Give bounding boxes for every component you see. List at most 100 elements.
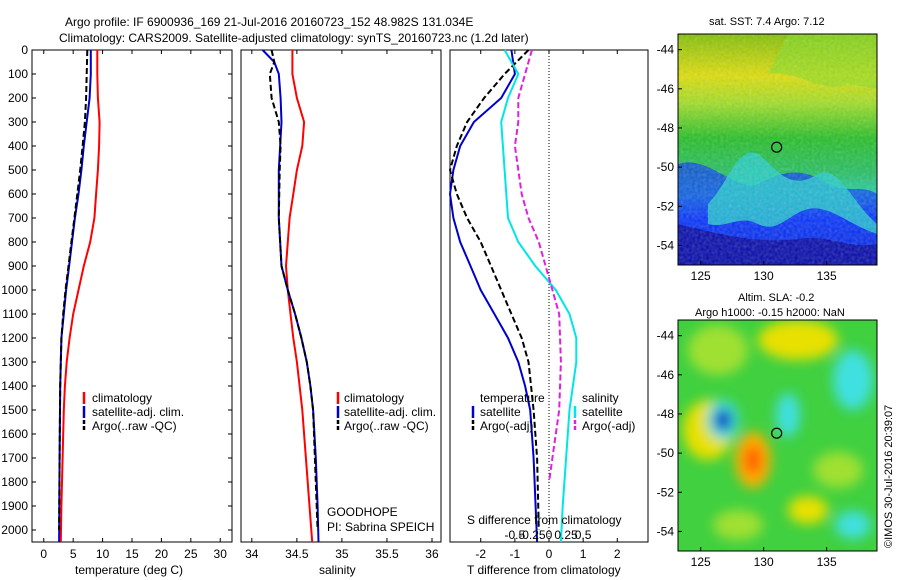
difference-panel: -2 -1 0 1 2 -0.5-0.25 0 0.250.5 S difference f…: [448, 49, 649, 577]
series-line: [513, 49, 562, 483]
depth-tick-label: 800: [8, 235, 28, 249]
legend-argo: Argo(..raw -QC): [344, 419, 429, 433]
argo-float-marker: [771, 427, 783, 439]
x-tick-label: 10: [96, 547, 110, 561]
legend-t-satellite: satellite: [480, 405, 521, 419]
x-tick-label: 34.5: [285, 547, 309, 561]
depth-tick-label: 100: [8, 67, 28, 81]
lon-tick-label: 125: [691, 269, 711, 283]
depth-tick-label: 1300: [1, 355, 28, 369]
sla-map-subtitle: Argo h1000: -0.15 h2000: NaN: [695, 307, 845, 319]
t-difference-x-label: T difference from climatology: [467, 563, 621, 577]
pi-label: PI: Sabrina SPEICH: [327, 520, 434, 534]
lat-tick-label: -44: [657, 43, 675, 57]
legend-s-argo: Argo(-adj): [582, 419, 635, 433]
depth-tick-label: 1900: [1, 499, 28, 513]
sst-map-title: sat. SST: 7.4 Argo: 7.12: [709, 16, 825, 28]
lat-tick-label: -54: [657, 524, 675, 538]
header-line-2: Climatology: CARS2009. Satellite-adjuste…: [59, 31, 529, 45]
x-tick-label: -2: [475, 547, 486, 561]
x-tick-label: 2: [614, 547, 621, 561]
lat-tick-label: -46: [657, 368, 675, 382]
header-line-1: Argo profile: IF 6900936_169 21-Jul-2016…: [65, 15, 473, 29]
x-tick-label: 1: [580, 547, 587, 561]
depth-tick-label: 1100: [2, 307, 28, 321]
lat-tick-label: -54: [657, 238, 675, 252]
x-tick-label: -1: [510, 547, 521, 561]
x-tick-label: 35.5: [375, 547, 399, 561]
x-tick-label: 0: [546, 547, 553, 561]
s-tick-label: -0.5: [505, 528, 526, 542]
series-line: [58, 49, 89, 531]
legend-s-satellite: satellite: [582, 405, 623, 419]
x-tick-label: 5: [70, 547, 77, 561]
series-line: [59, 50, 101, 543]
depth-tick-label: 1800: [1, 475, 28, 489]
depth-tick-label: 400: [8, 139, 28, 153]
depth-tick-label: 0: [21, 43, 28, 57]
depth-tick-label: 500: [8, 163, 28, 177]
x-tick-label: 0: [40, 547, 47, 561]
x-tick-label: 15: [125, 547, 139, 561]
temperature-x-label: temperature (deg C): [75, 563, 183, 577]
x-tick-label: 20: [155, 547, 169, 561]
sst-map-image: [678, 34, 877, 265]
depth-tick-label: 1200: [1, 331, 28, 345]
s-tick-label: 0.5: [575, 528, 592, 542]
sst-map-lon-ticks: 125 130 135: [691, 261, 837, 283]
temperature-panel: 0100200300400500600700800900100011001200…: [1, 43, 648, 577]
lat-tick-label: -46: [657, 82, 675, 96]
lat-tick-label: -50: [657, 446, 675, 460]
lat-tick-label: -50: [657, 160, 675, 174]
s-difference-title: S difference from climatology: [467, 513, 622, 527]
sst-map-frame: [677, 33, 878, 266]
depth-tick-label: 1600: [1, 427, 28, 441]
legend-argo: Argo(..raw -QC): [92, 419, 177, 433]
sla-map-panel: Altim. SLA: -0.2 Argo h1000: -0.15 h2000…: [657, 292, 878, 569]
lat-tick-label: -44: [657, 329, 675, 343]
depth-tick-label: 600: [8, 187, 28, 201]
imos-credit: ©IMOS 30-Jul-2016 20:39:07: [883, 405, 895, 548]
difference-legend: temperature satellite Argo(-adj) salinit…: [471, 391, 635, 433]
s-tick-label: 0.25: [554, 528, 578, 542]
salinity-x-label: salinity: [319, 563, 356, 577]
temperature-profiles: [58, 49, 101, 543]
legend-climatology: climatology: [92, 391, 152, 405]
depth-tick-label: 700: [8, 211, 28, 225]
depth-tick-label: 300: [8, 115, 28, 129]
temperature-x-ticks: 0 5 10 15 20 25 30: [40, 50, 227, 561]
legend-climatology: climatology: [344, 391, 404, 405]
lat-tick-label: -48: [657, 407, 675, 421]
depth-tick-label: 900: [8, 259, 28, 273]
series-line: [268, 49, 319, 531]
sla-map-lat-ticks: -44 -46 -48 -50 -52 -54: [657, 329, 682, 538]
sst-map-panel: sat. SST: 7.4 Argo: 7.12 -44 -46 -48 -50 -52…: [657, 16, 878, 283]
temperature-legend: climatology satellite-adj. clim. Argo(..…: [82, 391, 184, 433]
sla-map-frame: [677, 319, 878, 552]
lat-tick-label: -52: [657, 199, 675, 213]
legend-satellite: satellite-adj. clim.: [344, 405, 436, 419]
salinity-plot-frame: [240, 49, 442, 543]
x-tick-label: 34: [245, 547, 259, 561]
series-line: [448, 49, 539, 543]
series-line: [500, 49, 578, 543]
x-tick-label: 35: [335, 547, 349, 561]
depth-tick-label: 1700: [1, 451, 28, 465]
s-difference-tick-labels: -0.5-0.25 0 0.250.5: [505, 528, 592, 542]
sla-map-image: [678, 320, 877, 551]
s-tick-label: 0: [546, 528, 553, 542]
series-line: [448, 49, 540, 531]
difference-profiles: [448, 49, 578, 543]
legend-temperature-heading: temperature: [480, 391, 545, 405]
sla-map-title: Altim. SLA: -0.2: [738, 292, 814, 304]
depth-tick-label: 2000: [1, 523, 28, 537]
x-tick-label: 25: [184, 547, 198, 561]
sst-map-lat-ticks: -44 -46 -48 -50 -52 -54: [657, 43, 682, 252]
depth-tick-label: 1500: [1, 403, 28, 417]
lon-tick-label: 130: [754, 269, 774, 283]
series-line: [284, 50, 314, 543]
lat-tick-label: -48: [657, 121, 675, 135]
legend-t-argo: Argo(-adj): [480, 419, 533, 433]
legend-satellite: satellite-adj. clim.: [92, 405, 184, 419]
